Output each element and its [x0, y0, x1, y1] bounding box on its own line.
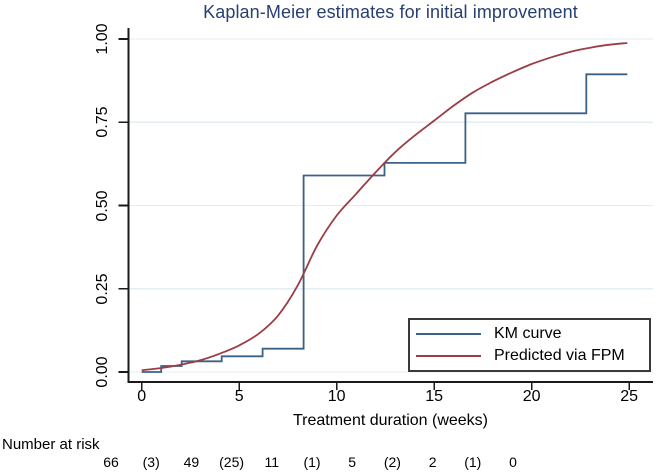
x-axis-tick-label: 25	[620, 388, 639, 405]
legend-label-km: KM curve	[494, 325, 562, 342]
x-axis-tick-label: 15	[425, 388, 444, 405]
risk-count: 0	[509, 454, 517, 470]
legend-label-fpm: Predicted via FPM	[494, 347, 625, 364]
y-axis-tick-label: 0.25	[94, 273, 111, 305]
y-axis-tick-label: 0.50	[94, 189, 111, 222]
x-axis-title: Treatment duration (weeks)	[292, 412, 489, 429]
risk-count: (3)	[142, 454, 160, 470]
chart-title: Kaplan-Meier estimates for initial impro…	[203, 2, 578, 22]
risk-count: (1)	[464, 454, 482, 470]
x-axis-tick-label: 20	[522, 388, 541, 405]
km-curve-swatch	[416, 333, 481, 335]
risk-count: 2	[428, 454, 437, 470]
x-axis-tick-label: 0	[137, 388, 147, 405]
x-axis-tick-label: 10	[327, 388, 346, 405]
legend-item-km: KM curve	[416, 323, 649, 345]
legend-item-fpm: Predicted via FPM	[416, 345, 649, 367]
risk-count: 11	[264, 454, 280, 470]
risk-count: 66	[103, 454, 119, 470]
risk-count: 49	[183, 454, 200, 470]
legend: KM curve Predicted via FPM	[408, 318, 651, 372]
risk-count: (1)	[303, 454, 321, 470]
risk-table-title: Number at risk	[2, 436, 100, 453]
x-axis-tick-label: 5	[234, 388, 244, 405]
y-axis-tick-label: 1.00	[94, 23, 111, 55]
y-axis-tick-label: 0.75	[94, 106, 111, 138]
risk-count: (25)	[219, 454, 245, 470]
risk-count: 5	[348, 454, 357, 470]
y-axis-tick-label: 0.00	[94, 356, 111, 388]
risk-count: (2)	[383, 454, 401, 470]
fpm-curve-swatch	[416, 355, 481, 357]
fpm-curve	[141, 42, 628, 372]
